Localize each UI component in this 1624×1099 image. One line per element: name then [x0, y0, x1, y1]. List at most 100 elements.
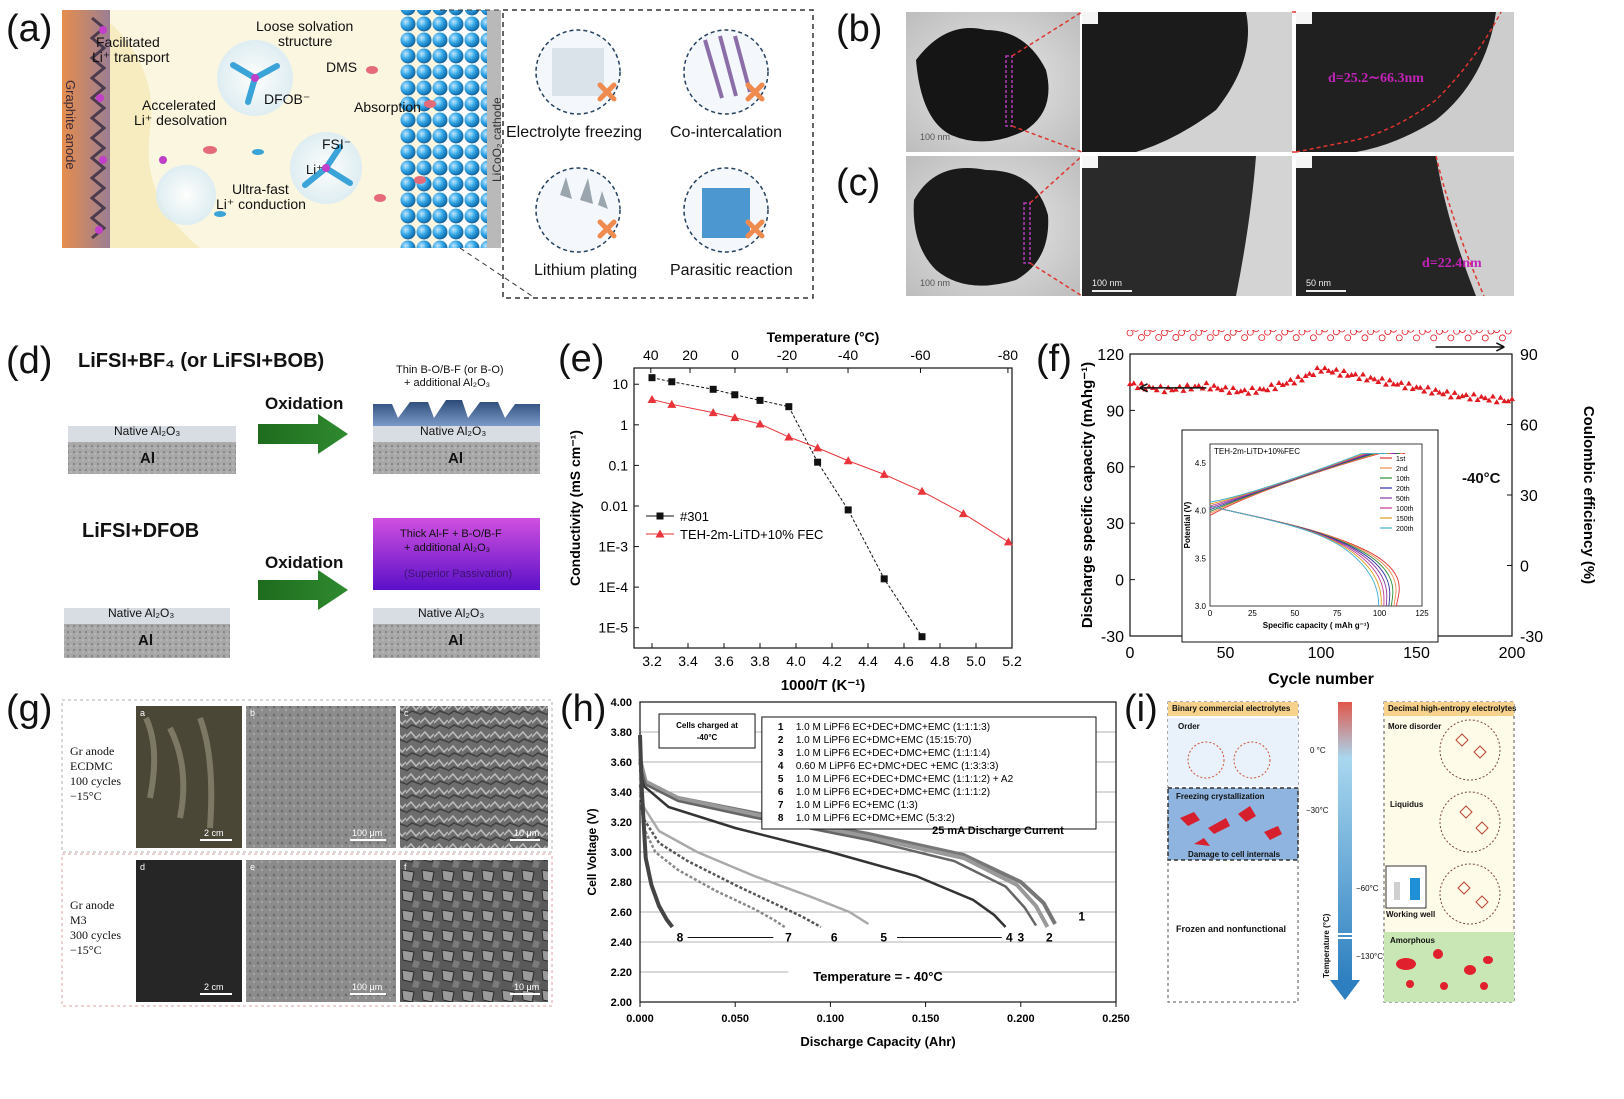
capacity-point [1222, 384, 1229, 390]
ce-point [1504, 330, 1512, 335]
y-tick-label-right: 60 [1520, 418, 1538, 435]
y-tick-label: 0.01 [601, 498, 628, 514]
capacity-point [1253, 389, 1260, 395]
y-tick-label: 3.00 [611, 847, 632, 859]
capacity-point [1226, 389, 1233, 395]
data-point [958, 509, 968, 518]
ce-point [1304, 330, 1311, 333]
inset-y-tick: 4.5 [1195, 459, 1207, 468]
inset-x-tick: 100 [1373, 609, 1387, 618]
x-tick-label: 0.250 [1102, 1013, 1130, 1025]
x-tick-label: 0.100 [817, 1013, 845, 1025]
capacity-point [1302, 372, 1309, 378]
inset-plot-frame [1209, 443, 1423, 607]
data-point [785, 403, 793, 411]
ce-point [1436, 330, 1443, 335]
legend-number: 2 [778, 735, 784, 746]
capacity-point [1421, 388, 1428, 394]
text-dfob: DFOB⁻ [264, 91, 311, 107]
inset-discharge-curve [1209, 505, 1380, 607]
x-tick-label: 0.200 [1007, 1013, 1035, 1025]
capacity-point [1375, 379, 1382, 385]
x-axis-label: Discharge Capacity (Ahr) [800, 1034, 955, 1049]
sem-images [61, 699, 553, 1007]
ce-point [1384, 330, 1392, 335]
scale-b1: 100 nm [920, 132, 951, 142]
i-temp-30: −30°C [1306, 806, 1329, 815]
y-tick-label: 3.40 [611, 787, 632, 799]
top-tick-label: 20 [682, 347, 698, 363]
capacity-point [1180, 387, 1187, 393]
inset-legend-label: 150th [1396, 516, 1414, 523]
g-scale-f: 10 μm [514, 982, 540, 992]
scale-c1: 100 nm [920, 278, 951, 288]
scale-c2: 100 nm [1092, 278, 1123, 288]
capacity-point [1417, 384, 1424, 390]
curve-number: 2 [1046, 931, 1053, 945]
issue-lithium-plating: Lithium plating [534, 262, 638, 279]
capacity-point [1172, 386, 1179, 392]
capacity-point [1478, 393, 1485, 399]
series-curve [638, 764, 1038, 927]
d-al-3: Al [138, 632, 153, 649]
ce-point [1212, 330, 1220, 336]
capacity-point [1470, 391, 1477, 397]
curve-number: 4 [1006, 931, 1013, 945]
ce-point [1149, 330, 1156, 332]
scale-bar-c3 [1306, 290, 1346, 292]
legend-number: 5 [778, 774, 784, 785]
y-tick-label: 1 [620, 417, 628, 433]
g-sub-d: d [140, 862, 146, 872]
ce-point [1201, 330, 1208, 332]
data-point [667, 399, 677, 408]
capacity-point [1409, 386, 1416, 392]
y-tick-label: 3.60 [611, 757, 632, 769]
capacity-point [1230, 384, 1237, 390]
d-oxidation-2: Oxidation [265, 553, 344, 572]
note-box [658, 713, 756, 749]
inset-x-tick: 125 [1415, 609, 1429, 618]
ce-point [1218, 330, 1225, 333]
note-line-2: -40°C [697, 733, 718, 742]
capacity-point [1363, 377, 1370, 383]
ce-point [1275, 334, 1283, 342]
capacity-point [1321, 365, 1328, 371]
ce-point [1350, 330, 1357, 336]
text-facilitated: Facilitated [96, 34, 160, 50]
ce-point [1338, 330, 1346, 333]
capacity-point [1398, 379, 1405, 385]
i-more-disorder: More disorder [1388, 722, 1442, 731]
data-point [880, 575, 888, 583]
series-curve [638, 758, 1050, 928]
i-liquidus: Liquidus [1390, 800, 1424, 809]
legend-label: 1.0 M LiPF6 EC+DEC+DMC+EMC (1:1:1:4) [796, 748, 990, 759]
capacity-point [1264, 387, 1271, 393]
tem-images [906, 11, 1514, 297]
issue-parasitic-reaction: Parasitic reaction [670, 262, 793, 279]
panel-label-a: (a) [6, 8, 53, 50]
capacity-point [1329, 369, 1336, 375]
legend-marker [656, 512, 664, 520]
panel-label-h: (h) [560, 688, 607, 730]
ce-point [1224, 334, 1231, 341]
ce-point [1160, 330, 1168, 337]
legend-label: 1.0 M LiPF6 EC+DEC+DMC+EMC (1:1:1:2) [796, 787, 990, 798]
g-scale-b: 100 μm [352, 828, 383, 838]
ce-point [1258, 334, 1266, 342]
x-tick-label: 4.0 [786, 653, 806, 669]
ce-point [1206, 334, 1214, 341]
g-row2-line3: 300 cycles [70, 928, 121, 942]
capacity-point [1356, 376, 1363, 382]
d-thick-2: + additional Al₂O₃ [404, 542, 491, 554]
capacity-point [1241, 387, 1248, 393]
ce-point [1189, 334, 1197, 341]
inset-legend-label: 1st [1396, 456, 1405, 463]
i-temp-0: 0 °C [1310, 746, 1326, 755]
capacity-point [1482, 395, 1489, 401]
series-curve [638, 769, 1007, 928]
panel-label-d: (d) [6, 340, 53, 382]
cycling-chart: 0 50 100 150 200-300306090120-300306090Cycle… [1079, 330, 1597, 688]
y-axis-label: Cell Voltage (V) [585, 808, 599, 895]
capacity-point [1474, 396, 1481, 402]
cathode-label: LiCoO₂ cathode [490, 97, 504, 182]
